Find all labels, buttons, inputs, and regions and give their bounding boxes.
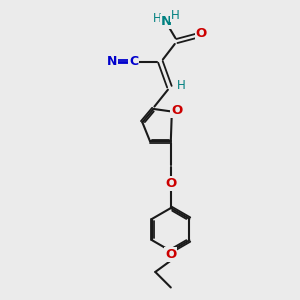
Text: O: O [165,177,176,190]
Text: H: H [152,11,161,25]
Text: N: N [106,56,117,68]
Text: N: N [161,15,172,28]
Text: O: O [196,27,207,40]
Text: H: H [176,79,185,92]
Text: C: C [129,56,138,68]
Text: O: O [165,248,176,261]
Text: H: H [170,8,179,22]
Text: O: O [171,104,182,117]
